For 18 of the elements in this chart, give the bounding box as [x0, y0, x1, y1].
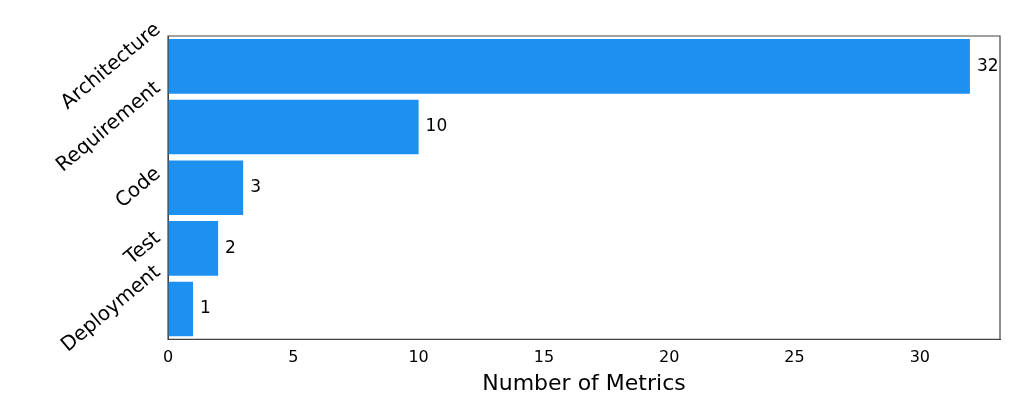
x-tick-label: 15	[533, 347, 555, 367]
bar	[168, 221, 219, 276]
data-label: 1	[200, 297, 211, 318]
data-label: 3	[250, 176, 262, 197]
data-label: 2	[225, 236, 236, 257]
bar	[168, 39, 970, 94]
x-tick-label: 10	[408, 347, 429, 367]
bar	[168, 160, 244, 216]
x-tick-label: 20	[659, 347, 680, 367]
x-axis-title: Number of Metrics	[482, 369, 686, 395]
x-tick-label: 30	[909, 347, 930, 367]
data-label: 32	[976, 54, 999, 75]
bar	[168, 281, 194, 337]
x-tick-label: 0	[162, 347, 174, 367]
data-label: 10	[425, 115, 448, 136]
x-tick-label: 5	[288, 347, 299, 367]
bar	[168, 99, 419, 155]
x-tick-label: 25	[784, 347, 805, 367]
